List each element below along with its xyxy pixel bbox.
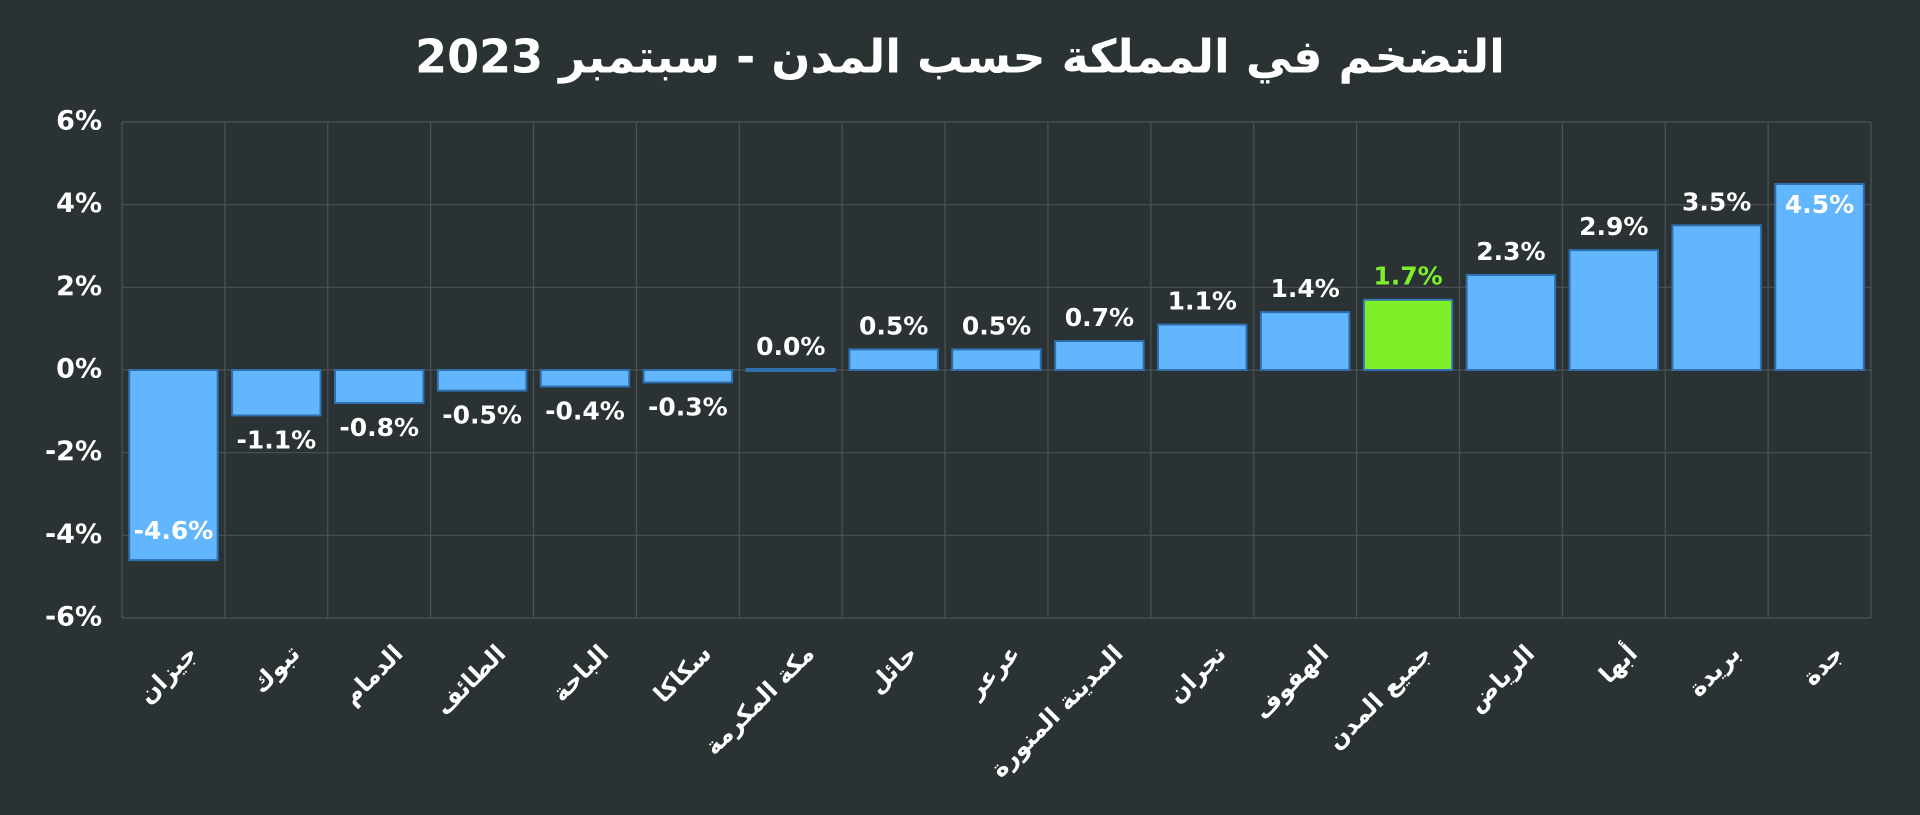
value-label: 0.7% [1065, 303, 1134, 332]
y-tick-label: -6% [45, 602, 102, 633]
bar [436, 369, 528, 392]
bar [1362, 298, 1454, 372]
bar [848, 348, 939, 372]
y-tick-label: 6% [56, 106, 102, 137]
value-label: -4.6% [134, 516, 214, 545]
value-label: -0.4% [545, 397, 625, 426]
value-label: -0.3% [648, 392, 728, 421]
value-label: 1.7% [1373, 262, 1442, 291]
value-label: 0.0% [756, 332, 825, 361]
value-label: 1.4% [1270, 274, 1339, 303]
value-label: 2.3% [1476, 237, 1545, 266]
bar [1465, 273, 1557, 371]
value-label: -0.5% [442, 401, 522, 430]
bar [642, 369, 734, 384]
bar [1157, 323, 1248, 371]
bar [1568, 249, 1660, 371]
y-tick-label: 0% [56, 354, 102, 385]
bar [1054, 340, 1145, 372]
bar [539, 369, 631, 388]
bar [951, 348, 1042, 372]
y-tick-label: -4% [45, 519, 102, 550]
value-label: 3.5% [1682, 187, 1751, 216]
bar [128, 369, 219, 562]
y-tick-label: -2% [45, 436, 102, 467]
value-label: -0.8% [339, 413, 419, 442]
value-label: -1.1% [236, 425, 316, 454]
value-label: 2.9% [1579, 212, 1648, 241]
value-label: 1.1% [1168, 287, 1237, 316]
value-label: 4.5% [1785, 190, 1854, 219]
bar [231, 369, 322, 417]
y-tick-label: 2% [56, 271, 102, 302]
bar [745, 368, 836, 372]
bar [1774, 183, 1865, 371]
bar [1259, 311, 1351, 371]
value-label: 0.5% [962, 311, 1031, 340]
y-tick-label: 4% [56, 188, 102, 219]
bar [1671, 224, 1762, 371]
chart-title: التضخم في المملكة حسب المدن - سبتمبر 202… [415, 30, 1505, 84]
bar [333, 369, 425, 405]
value-label: 0.5% [859, 311, 928, 340]
